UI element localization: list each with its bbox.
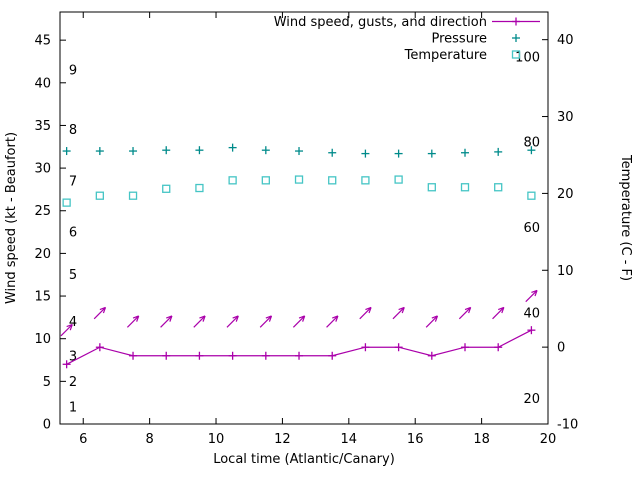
x-tick-label: 6 bbox=[79, 432, 87, 447]
x-tick-label: 10 bbox=[208, 432, 225, 447]
x-axis-ticks: 6 8 10 12 14 16 18 20 bbox=[79, 12, 556, 447]
fahrenheit-label: 20 bbox=[523, 392, 540, 407]
x-tick-label: 18 bbox=[473, 432, 490, 447]
beaufort-label: 4 bbox=[69, 315, 77, 330]
y-left-tick-label: 10 bbox=[34, 332, 51, 347]
beaufort-label: 7 bbox=[69, 174, 77, 189]
plot-border bbox=[59, 11, 549, 425]
y-right-tick-label: 30 bbox=[557, 110, 574, 125]
y-axis-right-label: Temperature (C - F) bbox=[618, 154, 633, 281]
y-left-tick-label: 20 bbox=[34, 247, 51, 262]
beaufort-label: 1 bbox=[69, 400, 77, 415]
y-right-tick-label: 40 bbox=[557, 33, 574, 48]
beaufort-label: 2 bbox=[69, 375, 77, 390]
y-left-tick-label: 5 bbox=[43, 375, 51, 390]
legend-label-wind-speed-gusts-and-direction: Wind speed, gusts, and direction bbox=[274, 15, 487, 30]
legend: Wind speed, gusts, and direction Pressure… bbox=[274, 15, 540, 63]
y-left-tick-label: 25 bbox=[34, 204, 51, 219]
x-axis-label: Local time (Atlantic/Canary) bbox=[213, 452, 395, 467]
y-left-tick-label: 15 bbox=[34, 290, 51, 305]
beaufort-label: 6 bbox=[69, 226, 77, 241]
x-tick-label: 12 bbox=[274, 432, 291, 447]
series-temperature bbox=[62, 175, 536, 207]
y-right-tick-label: 20 bbox=[557, 187, 574, 202]
y-left-tick-label: 35 bbox=[34, 119, 51, 134]
y-left-tick-label: 45 bbox=[34, 34, 51, 49]
x-tick-label: 20 bbox=[540, 432, 557, 447]
y-left-tick-label: 30 bbox=[34, 162, 51, 177]
x-tick-label: 16 bbox=[407, 432, 424, 447]
y-right-tick-label: -10 bbox=[557, 418, 578, 433]
series-wind-speed bbox=[62, 326, 536, 369]
x-tick-label: 14 bbox=[341, 432, 358, 447]
beaufort-label: 3 bbox=[69, 349, 77, 364]
fahrenheit-label: 40 bbox=[523, 306, 540, 321]
series-wind-gusts-and-direction bbox=[60, 289, 538, 337]
x-tick-label: 8 bbox=[145, 432, 153, 447]
y-axis-left-label: Wind speed (kt - Beaufort) bbox=[4, 132, 19, 304]
legend-label-temperature: Temperature bbox=[404, 48, 487, 63]
fahrenheit-label: 80 bbox=[523, 136, 540, 151]
beaufort-label: 8 bbox=[69, 123, 77, 138]
y-right-tick-label: 10 bbox=[557, 264, 574, 279]
y-left-tick-label: 40 bbox=[34, 76, 51, 91]
y-axis-left-ticks: 0 5 10 15 20 25 30 35 40 45 bbox=[34, 34, 66, 433]
y-right-tick-label: 0 bbox=[557, 341, 565, 356]
beaufort-label: 5 bbox=[69, 268, 77, 283]
y-axis-right-ticks: -10 0 10 20 30 40 bbox=[542, 33, 578, 433]
y-left-tick-label: 0 bbox=[43, 418, 51, 433]
series-pressure bbox=[62, 143, 536, 158]
fahrenheit-label: 100 bbox=[515, 50, 540, 65]
fahrenheit-scale-labels: 20 40 60 80 100 bbox=[515, 50, 540, 407]
beaufort-scale-labels: 1 2 3 4 5 6 7 8 9 bbox=[69, 64, 77, 416]
fahrenheit-label: 60 bbox=[523, 221, 540, 236]
beaufort-label: 9 bbox=[69, 64, 77, 79]
legend-label-pressure: Pressure bbox=[431, 32, 487, 47]
